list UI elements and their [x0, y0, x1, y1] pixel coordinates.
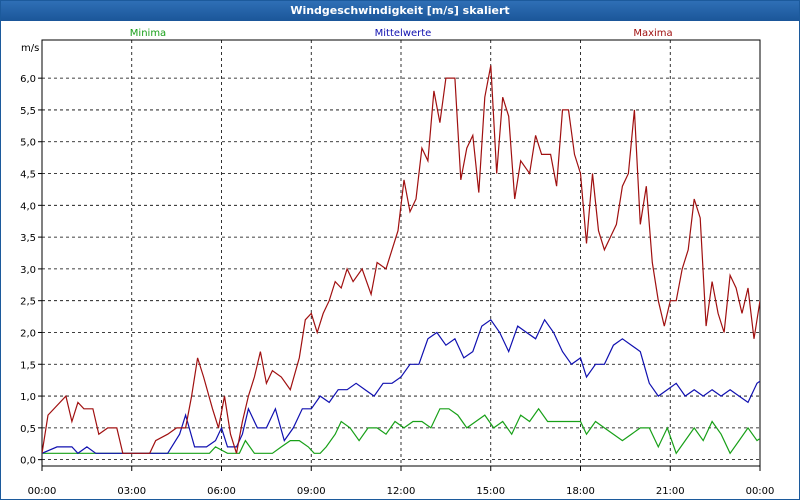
- y-tick-label: 1,0: [20, 392, 36, 403]
- x-tick-time: 21:00: [656, 486, 685, 497]
- wind-speed-chart: 0,00,51,01,52,02,53,03,54,04,55,05,56,0 …: [20, 28, 775, 497]
- chart-title: Windgeschwindigkeit [m/s] skaliert: [1, 1, 799, 21]
- series-line-maxima: [42, 65, 760, 454]
- y-tick-label: 3,0: [20, 265, 36, 276]
- x-tick-time: 00:00: [746, 486, 775, 497]
- series-line-mittelwerte: [42, 318, 760, 455]
- y-tick-label: 6,0: [20, 74, 36, 85]
- x-tick-time: 15:00: [476, 486, 505, 497]
- y-axis-unit: m/s: [21, 43, 39, 54]
- legend-entry: Maxima: [633, 28, 672, 39]
- x-tick-time: 18:00: [566, 486, 595, 497]
- y-tick-label: 5,0: [20, 138, 36, 149]
- x-tick-time: 00:00: [28, 486, 57, 497]
- y-tick-label: 2,0: [20, 328, 36, 339]
- legend-entry: Minima: [130, 28, 166, 39]
- y-tick-label: 4,5: [20, 170, 36, 181]
- series-line-minima: [42, 407, 760, 455]
- legend-entry: Mittelwerte: [375, 28, 432, 39]
- y-tick-label: 5,5: [20, 106, 36, 117]
- y-axis-labels: 0,0 0,5 1,0 1,5 2,0 2,5 3,0 3,5 4,0 4,5 5,0 5,5 6,0: [20, 74, 36, 466]
- y-tick-label: 2,5: [20, 297, 36, 308]
- y-tick-label: 0,0: [20, 456, 36, 467]
- grid: [42, 40, 760, 466]
- x-tick-time: 12:00: [387, 486, 416, 497]
- axes: [38, 39, 761, 471]
- x-axis-labels: 00:0031.08.1503:0031.08.1506:0031.08.150…: [28, 486, 775, 497]
- y-tick-label: 4,0: [20, 201, 36, 212]
- y-tick-label: 3,5: [20, 233, 36, 244]
- y-tick-label: 1,5: [20, 360, 36, 371]
- legend: Minima Mittelwerte Maxima: [130, 28, 673, 39]
- y-tick-label: 0,5: [20, 424, 36, 435]
- x-tick-time: 03:00: [117, 486, 146, 497]
- series-lines: [42, 65, 760, 455]
- x-tick-time: 06:00: [207, 486, 236, 497]
- x-tick-time: 09:00: [297, 486, 326, 497]
